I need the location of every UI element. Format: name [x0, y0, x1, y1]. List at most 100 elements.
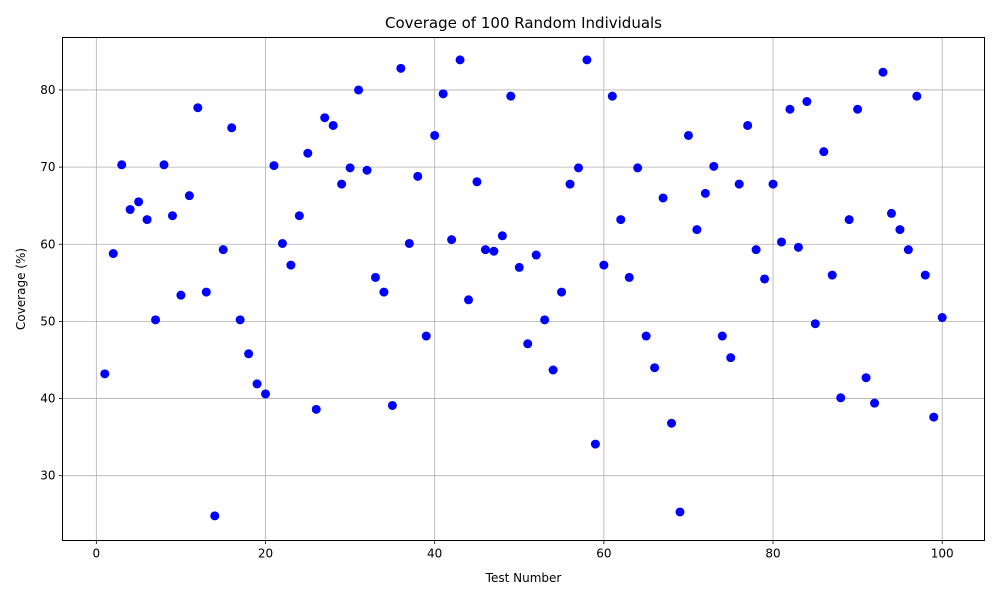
data-point [472, 177, 482, 187]
y-tick-label: 40 [40, 392, 55, 406]
data-point [607, 91, 617, 101]
data-point [802, 97, 812, 107]
y-tick-label: 70 [40, 160, 55, 174]
data-point [810, 319, 820, 329]
data-point [396, 63, 406, 73]
data-point [261, 389, 271, 399]
data-point [277, 238, 287, 248]
data-point [294, 211, 304, 221]
data-point [430, 130, 440, 140]
data-point [252, 379, 262, 389]
data-point [235, 315, 245, 325]
data-point [878, 67, 888, 77]
y-tick-label: 30 [40, 469, 55, 483]
data-point [912, 91, 922, 101]
data-point [776, 237, 786, 247]
data-point [836, 393, 846, 403]
data-point [565, 179, 575, 189]
data-point [201, 287, 211, 297]
chart-title: Coverage of 100 Random Individuals [385, 14, 662, 32]
data-point [421, 331, 431, 341]
data-point [480, 245, 490, 255]
data-point [455, 55, 465, 65]
data-point [658, 193, 668, 203]
data-point [523, 339, 533, 349]
data-point [218, 245, 228, 255]
data-point [624, 272, 634, 282]
x-tick-label: 0 [93, 547, 101, 561]
x-tick-label: 20 [258, 547, 273, 561]
data-point [573, 163, 583, 173]
data-point [590, 439, 600, 449]
data-point [540, 315, 550, 325]
data-point [506, 91, 516, 101]
data-point [886, 208, 896, 218]
data-point [903, 245, 913, 255]
data-point [793, 242, 803, 252]
data-point [675, 507, 685, 517]
data-point [616, 215, 626, 225]
data-point [362, 165, 372, 175]
x-tick-label: 60 [596, 547, 611, 561]
data-point [726, 353, 736, 363]
data-point [827, 270, 837, 280]
data-point [920, 270, 930, 280]
data-point [167, 211, 177, 221]
data-point [683, 130, 693, 140]
data-point [184, 191, 194, 201]
data-point [557, 287, 567, 297]
points-layer [100, 55, 947, 521]
data-point [320, 113, 330, 123]
data-point [151, 315, 161, 325]
data-point [404, 238, 414, 248]
data-point [108, 249, 118, 259]
plot-frame [62, 37, 985, 541]
data-point [895, 225, 905, 235]
data-point [819, 147, 829, 157]
data-point [599, 260, 609, 270]
data-point [692, 225, 702, 235]
data-point [734, 179, 744, 189]
data-point [768, 179, 778, 189]
data-point [345, 163, 355, 173]
x-axis-label: Test Number [485, 571, 562, 585]
y-tick-label: 50 [40, 314, 55, 328]
grid-layer [62, 37, 985, 541]
data-point [531, 250, 541, 260]
data-point [929, 412, 939, 422]
data-point [117, 160, 127, 170]
data-point [125, 205, 135, 215]
data-point [700, 188, 710, 198]
data-point [937, 313, 947, 323]
data-point [447, 235, 457, 245]
data-point [464, 295, 474, 305]
data-point [760, 274, 770, 284]
data-point [176, 290, 186, 300]
data-point [650, 363, 660, 373]
data-point [413, 171, 423, 181]
x-tick-label: 80 [765, 547, 780, 561]
data-point [641, 331, 651, 341]
data-point [328, 120, 338, 130]
data-point [751, 245, 761, 255]
data-point [497, 231, 507, 241]
data-point [870, 398, 880, 408]
y-tick-label: 80 [40, 83, 55, 97]
data-point [337, 179, 347, 189]
data-point [667, 418, 677, 428]
data-point [370, 272, 380, 282]
data-point [514, 262, 524, 272]
data-point [709, 161, 719, 171]
data-point [717, 331, 727, 341]
data-point [142, 215, 152, 225]
data-point [379, 287, 389, 297]
x-tick-label: 100 [931, 547, 954, 561]
data-point [303, 148, 313, 158]
data-point [861, 373, 871, 383]
data-point [354, 85, 364, 95]
data-point [227, 123, 237, 133]
data-point [844, 215, 854, 225]
data-point [853, 104, 863, 114]
